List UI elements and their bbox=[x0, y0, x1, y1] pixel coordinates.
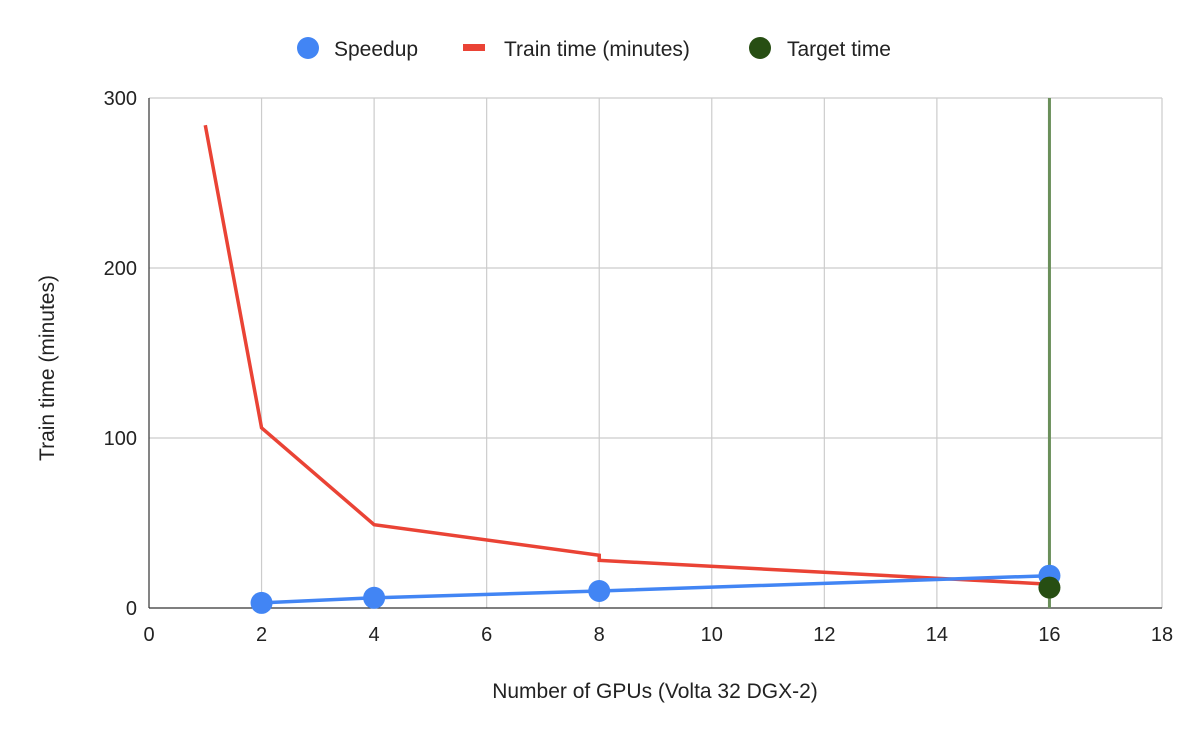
gridlines bbox=[148, 97, 1163, 609]
legend-item-target-time[interactable]: Target time bbox=[749, 37, 891, 61]
y-axis-title: Train time (minutes) bbox=[36, 275, 59, 461]
y-tick-label-100: 100 bbox=[104, 428, 137, 450]
x-tick-label-8: 8 bbox=[594, 624, 605, 646]
legend-label-train-time: Train time (minutes) bbox=[504, 38, 690, 61]
x-tick-label-14: 14 bbox=[926, 624, 948, 646]
data-point-speedup-4 bbox=[363, 586, 386, 609]
series-layer bbox=[203, 124, 1061, 614]
series-line-train-time-minutes bbox=[203, 124, 1050, 586]
data-point-speedup-8 bbox=[588, 580, 611, 602]
y-tick-label-0: 0 bbox=[126, 598, 137, 620]
legend-label-target-time: Target time bbox=[787, 38, 891, 61]
x-tick-label-12: 12 bbox=[813, 624, 835, 646]
y-tick-label-200: 200 bbox=[104, 258, 137, 280]
y-tick-label-300: 300 bbox=[104, 88, 137, 110]
legend: Speedup Train time (minutes) Target time bbox=[297, 37, 891, 61]
legend-marker-target-time bbox=[749, 37, 771, 59]
series-line-speedup bbox=[261, 573, 1050, 605]
legend-label-speedup: Speedup bbox=[334, 38, 418, 61]
x-axis-title: Number of GPUs (Volta 32 DGX-2) bbox=[492, 680, 818, 703]
legend-item-speedup[interactable]: Speedup bbox=[297, 37, 418, 61]
x-tick-label-6: 6 bbox=[481, 624, 492, 646]
x-tick-label-18: 18 bbox=[1151, 624, 1173, 646]
x-tick-label-4: 4 bbox=[369, 624, 380, 646]
x-tick-label-0: 0 bbox=[143, 624, 154, 646]
data-point-speedup-2 bbox=[250, 591, 273, 614]
legend-marker-speedup bbox=[297, 37, 319, 59]
legend-marker-train-time bbox=[463, 44, 485, 51]
x-tick-label-2: 2 bbox=[256, 624, 267, 646]
x-tick-label-10: 10 bbox=[701, 624, 723, 646]
y-tick-labels: 0 100 200 300 bbox=[104, 88, 137, 620]
data-point-target-time-16 bbox=[1038, 576, 1061, 599]
x-tick-label-16: 16 bbox=[1038, 624, 1060, 646]
x-tick-labels: 0 2 4 6 8 10 12 14 16 18 bbox=[143, 624, 1173, 646]
legend-item-train-time[interactable]: Train time (minutes) bbox=[463, 38, 690, 61]
